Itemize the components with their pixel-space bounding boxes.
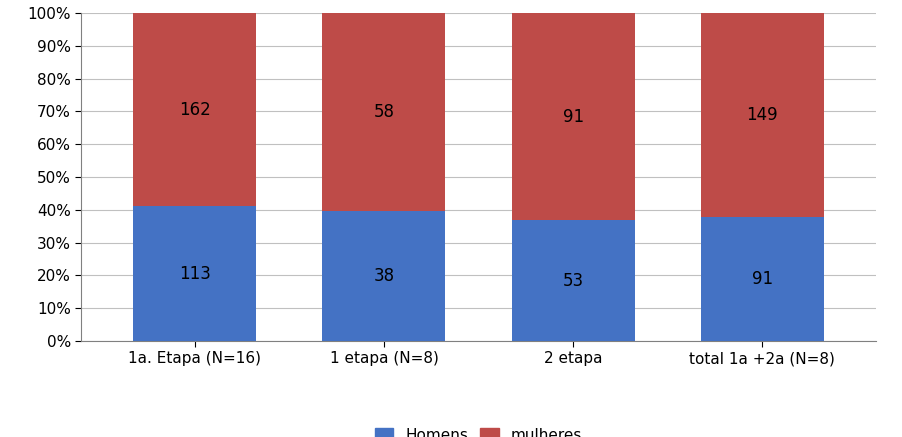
Bar — [133, 206, 256, 341]
Bar — [322, 13, 445, 211]
Bar — [511, 13, 634, 220]
Bar — [133, 13, 256, 206]
Text: 149: 149 — [746, 106, 778, 124]
Text: 162: 162 — [179, 101, 210, 119]
Text: 91: 91 — [562, 108, 583, 126]
Bar — [700, 13, 823, 217]
Text: 38: 38 — [373, 267, 394, 285]
Text: 91: 91 — [751, 270, 772, 288]
Text: 58: 58 — [373, 103, 394, 121]
Legend: Homens, mulheres: Homens, mulheres — [367, 420, 589, 437]
Bar — [700, 217, 823, 341]
Text: 113: 113 — [179, 264, 210, 283]
Bar — [322, 211, 445, 341]
Text: 53: 53 — [562, 271, 583, 290]
Bar — [511, 220, 634, 341]
